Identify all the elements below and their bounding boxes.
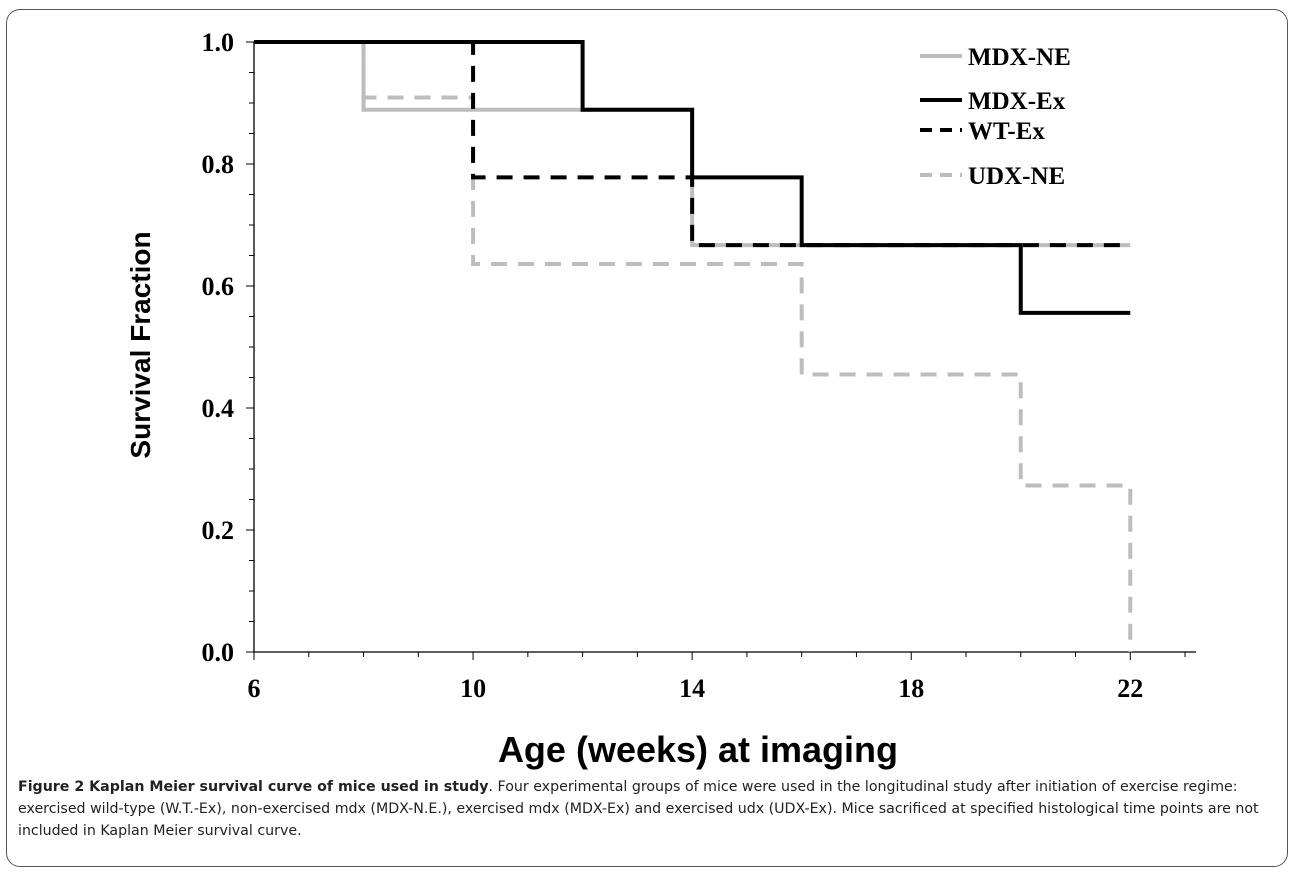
legend-label-mdx-ex: MDX-Ex bbox=[968, 88, 1066, 115]
y-tick-label: 0.4 bbox=[202, 394, 235, 423]
x-tick-label: 6 bbox=[248, 674, 261, 703]
figure-caption: Figure 2 Kaplan Meier survival curve of … bbox=[18, 776, 1276, 842]
figure-frame bbox=[6, 9, 1288, 867]
y-tick-label: 1.0 bbox=[202, 28, 235, 57]
chart-series bbox=[254, 40, 1133, 652]
y-tick-label: 0.8 bbox=[202, 150, 235, 179]
caption-body: . Four experimental groups of mice were … bbox=[18, 779, 1259, 839]
y-tick-label: 0.2 bbox=[202, 516, 235, 545]
caption-lead: Figure 2 Kaplan Meier survival curve of … bbox=[18, 779, 489, 795]
legend-label-mdx-ne: MDX-NE bbox=[968, 44, 1071, 71]
legend-label-wt-ex: WT-Ex bbox=[968, 118, 1045, 145]
series-line-udx-ne bbox=[254, 40, 1133, 652]
x-tick-label: 18 bbox=[898, 674, 924, 703]
x-tick-label: 22 bbox=[1117, 674, 1143, 703]
y-axis-label: Survival Fraction bbox=[125, 231, 156, 458]
series-line-wt-ex bbox=[254, 40, 1131, 248]
chart-axes: 0.0 0.2 0.4 0.6 0.8 1.0 6 10 14 18 22 bbox=[202, 28, 1196, 703]
chart-legend: MDX-NE MDX-Ex WT-Ex UDX-NE bbox=[920, 44, 1071, 190]
y-tick-label: 0.6 bbox=[202, 272, 235, 301]
x-tick-label: 14 bbox=[679, 674, 705, 703]
legend-label-udx-ne: UDX-NE bbox=[968, 163, 1065, 190]
series-line-mdx-ex bbox=[254, 40, 1131, 315]
survival-chart: 0.0 0.2 0.4 0.6 0.8 1.0 6 10 14 18 22 MDX-NE MDX-Ex… bbox=[125, 28, 1196, 770]
y-tick-label: 0.0 bbox=[202, 638, 235, 667]
x-tick-label: 10 bbox=[460, 674, 486, 703]
x-axis-label: Age (weeks) at imaging bbox=[498, 729, 898, 770]
